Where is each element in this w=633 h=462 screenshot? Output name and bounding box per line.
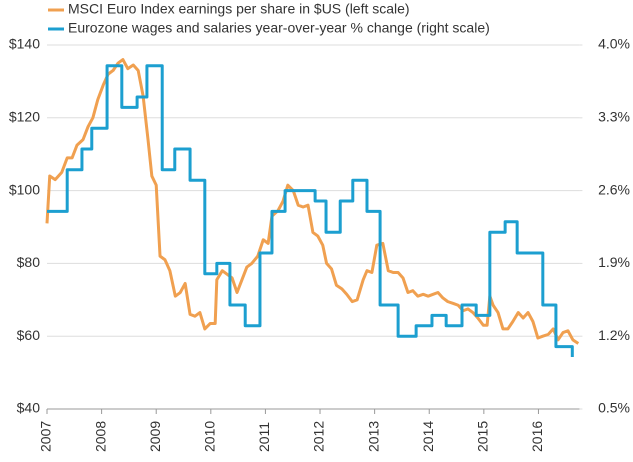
series-line (45, 58, 580, 345)
y2-tick-label: 1.9% (598, 254, 630, 270)
y-tick-label: $120 (9, 109, 40, 125)
legend-label: MSCI Euro Index earnings per share in $U… (68, 1, 410, 17)
y-tick-label: $40 (17, 400, 41, 416)
x-tick-label: 2015 (475, 421, 491, 452)
x-tick-label: 2011 (256, 422, 272, 452)
x-tick-label: 2009 (147, 421, 163, 452)
y2-tick-label: 0.5% (598, 400, 630, 416)
x-tick-label: 2007 (38, 421, 54, 452)
x-tick-label: 2014 (420, 421, 436, 452)
x-tick-label: 2016 (529, 421, 545, 452)
y-tick-label: $140 (9, 36, 40, 52)
x-tick-label: 2008 (92, 421, 108, 452)
y-tick-label: $100 (9, 181, 40, 197)
y-tick-label: $80 (17, 254, 41, 270)
y2-tick-label: 2.6% (598, 181, 630, 197)
x-tick-label: 2012 (311, 421, 327, 452)
y2-tick-label: 1.2% (598, 327, 630, 343)
x-tick-label: 2013 (365, 421, 381, 452)
series-line (47, 64, 574, 357)
y-tick-label: $60 (17, 327, 41, 343)
y2-tick-label: 4.0% (598, 36, 630, 52)
legend-label: Eurozone wages and salaries year-over-ye… (68, 20, 490, 36)
y2-tick-label: 3.3% (598, 109, 630, 125)
x-tick-label: 2010 (202, 421, 218, 452)
